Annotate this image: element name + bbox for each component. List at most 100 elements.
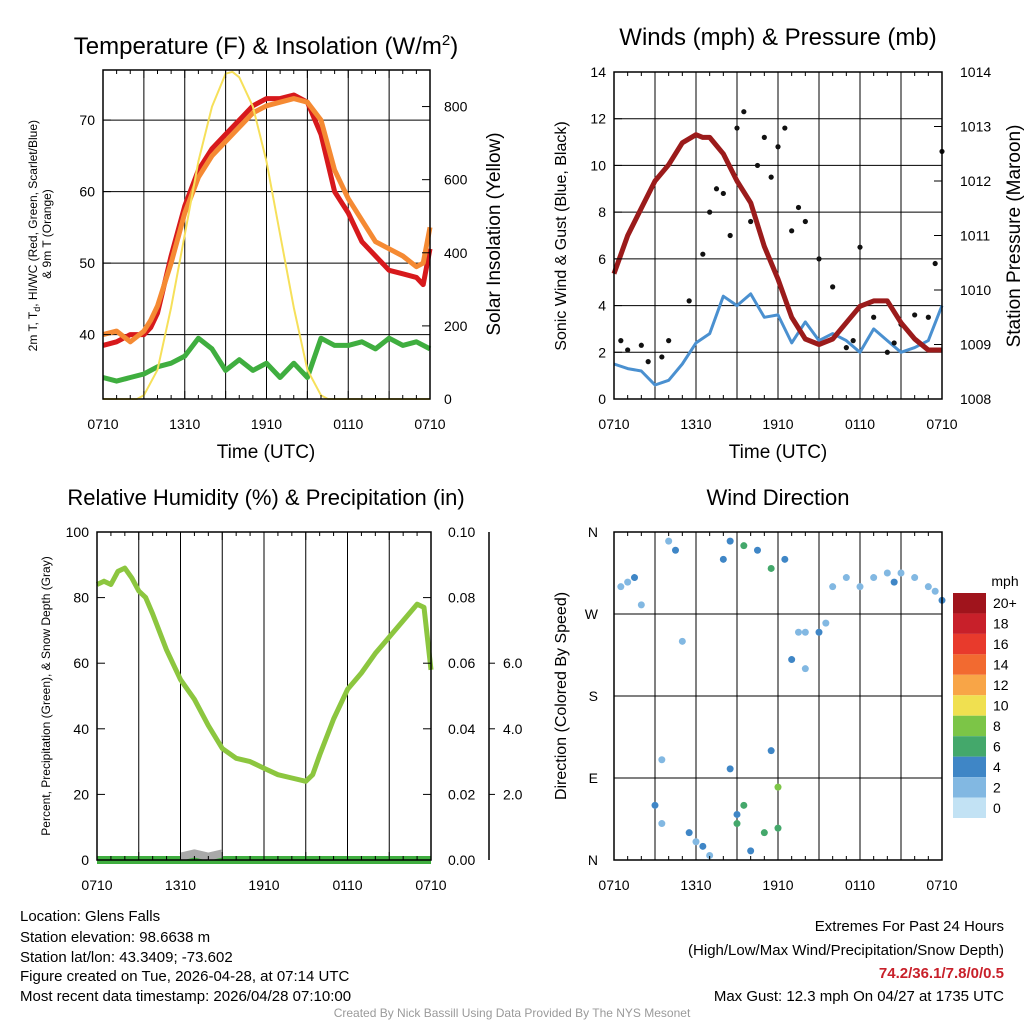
direction-point <box>870 574 878 582</box>
gust-point <box>850 338 856 344</box>
humidity-ticks: 0710 1310 1910 0110 0710 0 20 40 60 80 100 0.00 0.02… <box>66 524 523 893</box>
gust-point <box>932 260 938 267</box>
y-tick-label: 1009 <box>960 337 991 353</box>
direction-point <box>658 820 666 828</box>
gust-point <box>707 209 713 215</box>
x-tick-label: 0110 <box>845 416 875 432</box>
winds-series <box>611 109 945 387</box>
x-tick-label: 0710 <box>598 416 629 432</box>
x-tick-label: 0110 <box>845 877 875 893</box>
series-line <box>611 132 942 353</box>
gust-point <box>857 244 863 250</box>
y-tick-label: 60 <box>79 184 95 200</box>
y-tick-label: W <box>585 606 599 622</box>
y-tick-label: 50 <box>79 255 95 271</box>
direction-point <box>665 537 673 545</box>
gust-point <box>734 125 740 131</box>
y-tick-label: 6 <box>598 251 606 267</box>
y-tick-label: 1010 <box>960 282 991 298</box>
x-tick-label: 0710 <box>926 416 957 432</box>
y-tick-label: 0.00 <box>448 852 475 868</box>
y-tick-label: 4 <box>598 298 606 314</box>
y-tick-label: 1012 <box>960 173 991 189</box>
x-tick-label: 0710 <box>598 877 629 893</box>
humidity-title: Relative Humidity (%) & Precipitation (i… <box>67 485 464 510</box>
y-tick-label: 0 <box>444 391 452 407</box>
y-tick-label: 40 <box>79 327 95 343</box>
direction-point <box>733 810 741 818</box>
x-tick-label: 1910 <box>248 877 279 893</box>
station-elevation: Station elevation: 98.6638 m <box>20 929 211 946</box>
y-tick-label: 2 <box>598 344 606 360</box>
temperature-title: Temperature (F) & Insolation (W/m2) <box>74 32 458 60</box>
y-tick-label: N <box>588 852 598 868</box>
direction-point <box>856 583 864 591</box>
colorbar-swatch <box>953 715 986 737</box>
gust-point <box>830 284 836 290</box>
gust-point <box>843 345 849 351</box>
direction-point <box>754 546 761 554</box>
humidity-grid <box>138 532 390 860</box>
direction-point <box>760 829 768 837</box>
colorbar-label: 10 <box>993 698 1009 714</box>
x-tick-label: 0110 <box>333 416 363 432</box>
gust-point <box>720 190 726 197</box>
gust-point <box>891 340 897 346</box>
direction-point <box>651 801 659 809</box>
temperature-ylabel: 2m T, Td, HI/WC (Red, Green, Scarlet/Blu… <box>26 117 54 352</box>
y-tick-label: 600 <box>444 172 468 188</box>
gust-point <box>768 174 774 180</box>
winds-grid <box>614 72 942 399</box>
extremes-subtitle: (High/Low/Max Wind/Precipitation/Snow De… <box>688 942 1004 959</box>
series-line <box>102 96 433 345</box>
gust-point <box>789 228 795 234</box>
direction-point <box>747 847 755 855</box>
extremes-values: 74.2/36.1/7.8/0/0.5 <box>878 965 1004 982</box>
direction-point <box>658 756 666 764</box>
direction-point <box>678 637 686 645</box>
station-location: Location: Glens Falls <box>20 908 161 925</box>
gust-point <box>761 134 767 140</box>
colorbar-label: 2 <box>993 779 1001 795</box>
gust-point <box>816 256 822 262</box>
direction-point <box>767 564 775 572</box>
direction-point <box>706 851 714 859</box>
x-tick-label: 1310 <box>680 416 711 432</box>
y-tick-label: 12 <box>590 111 606 127</box>
series-line <box>179 849 224 861</box>
y-tick-label: 0.04 <box>448 721 475 737</box>
colorbar-label: 18 <box>993 616 1009 632</box>
snow-tick-label: 2.0 <box>503 786 523 802</box>
y-tick-label: 0 <box>598 391 606 407</box>
series-line <box>95 565 434 784</box>
direction-point <box>740 801 748 809</box>
gust-point <box>754 162 761 169</box>
x-tick-label: 0710 <box>414 416 445 432</box>
colorbar-swatch <box>953 797 986 818</box>
y-tick-label: 0.08 <box>448 590 475 606</box>
direction-point <box>829 583 837 591</box>
direction-point <box>685 829 693 837</box>
winds-title: Winds (mph) & Pressure (mb) <box>619 24 936 51</box>
direction-point <box>883 569 891 577</box>
colorbar-label: 6 <box>993 738 1001 754</box>
series-line <box>102 92 433 348</box>
x-tick-label: 0710 <box>81 877 112 893</box>
direction-point <box>842 574 850 582</box>
colorbar-swatch <box>953 674 986 696</box>
colorbar-label: 20+ <box>993 595 1017 611</box>
series-line <box>613 292 944 387</box>
gust-point <box>666 338 672 344</box>
gust-point <box>802 218 808 225</box>
colorbar-swatch <box>953 756 986 778</box>
temperature-grid <box>103 70 430 399</box>
y-tick-label: 60 <box>73 655 89 671</box>
x-tick-label: 1910 <box>762 416 793 432</box>
direction-point <box>911 574 919 582</box>
y-tick-label: 100 <box>66 524 90 540</box>
direction-point <box>897 569 905 577</box>
extremes-title: Extremes For Past 24 Hours <box>814 918 1004 935</box>
gust-point <box>925 314 931 320</box>
gust-point <box>727 232 733 239</box>
